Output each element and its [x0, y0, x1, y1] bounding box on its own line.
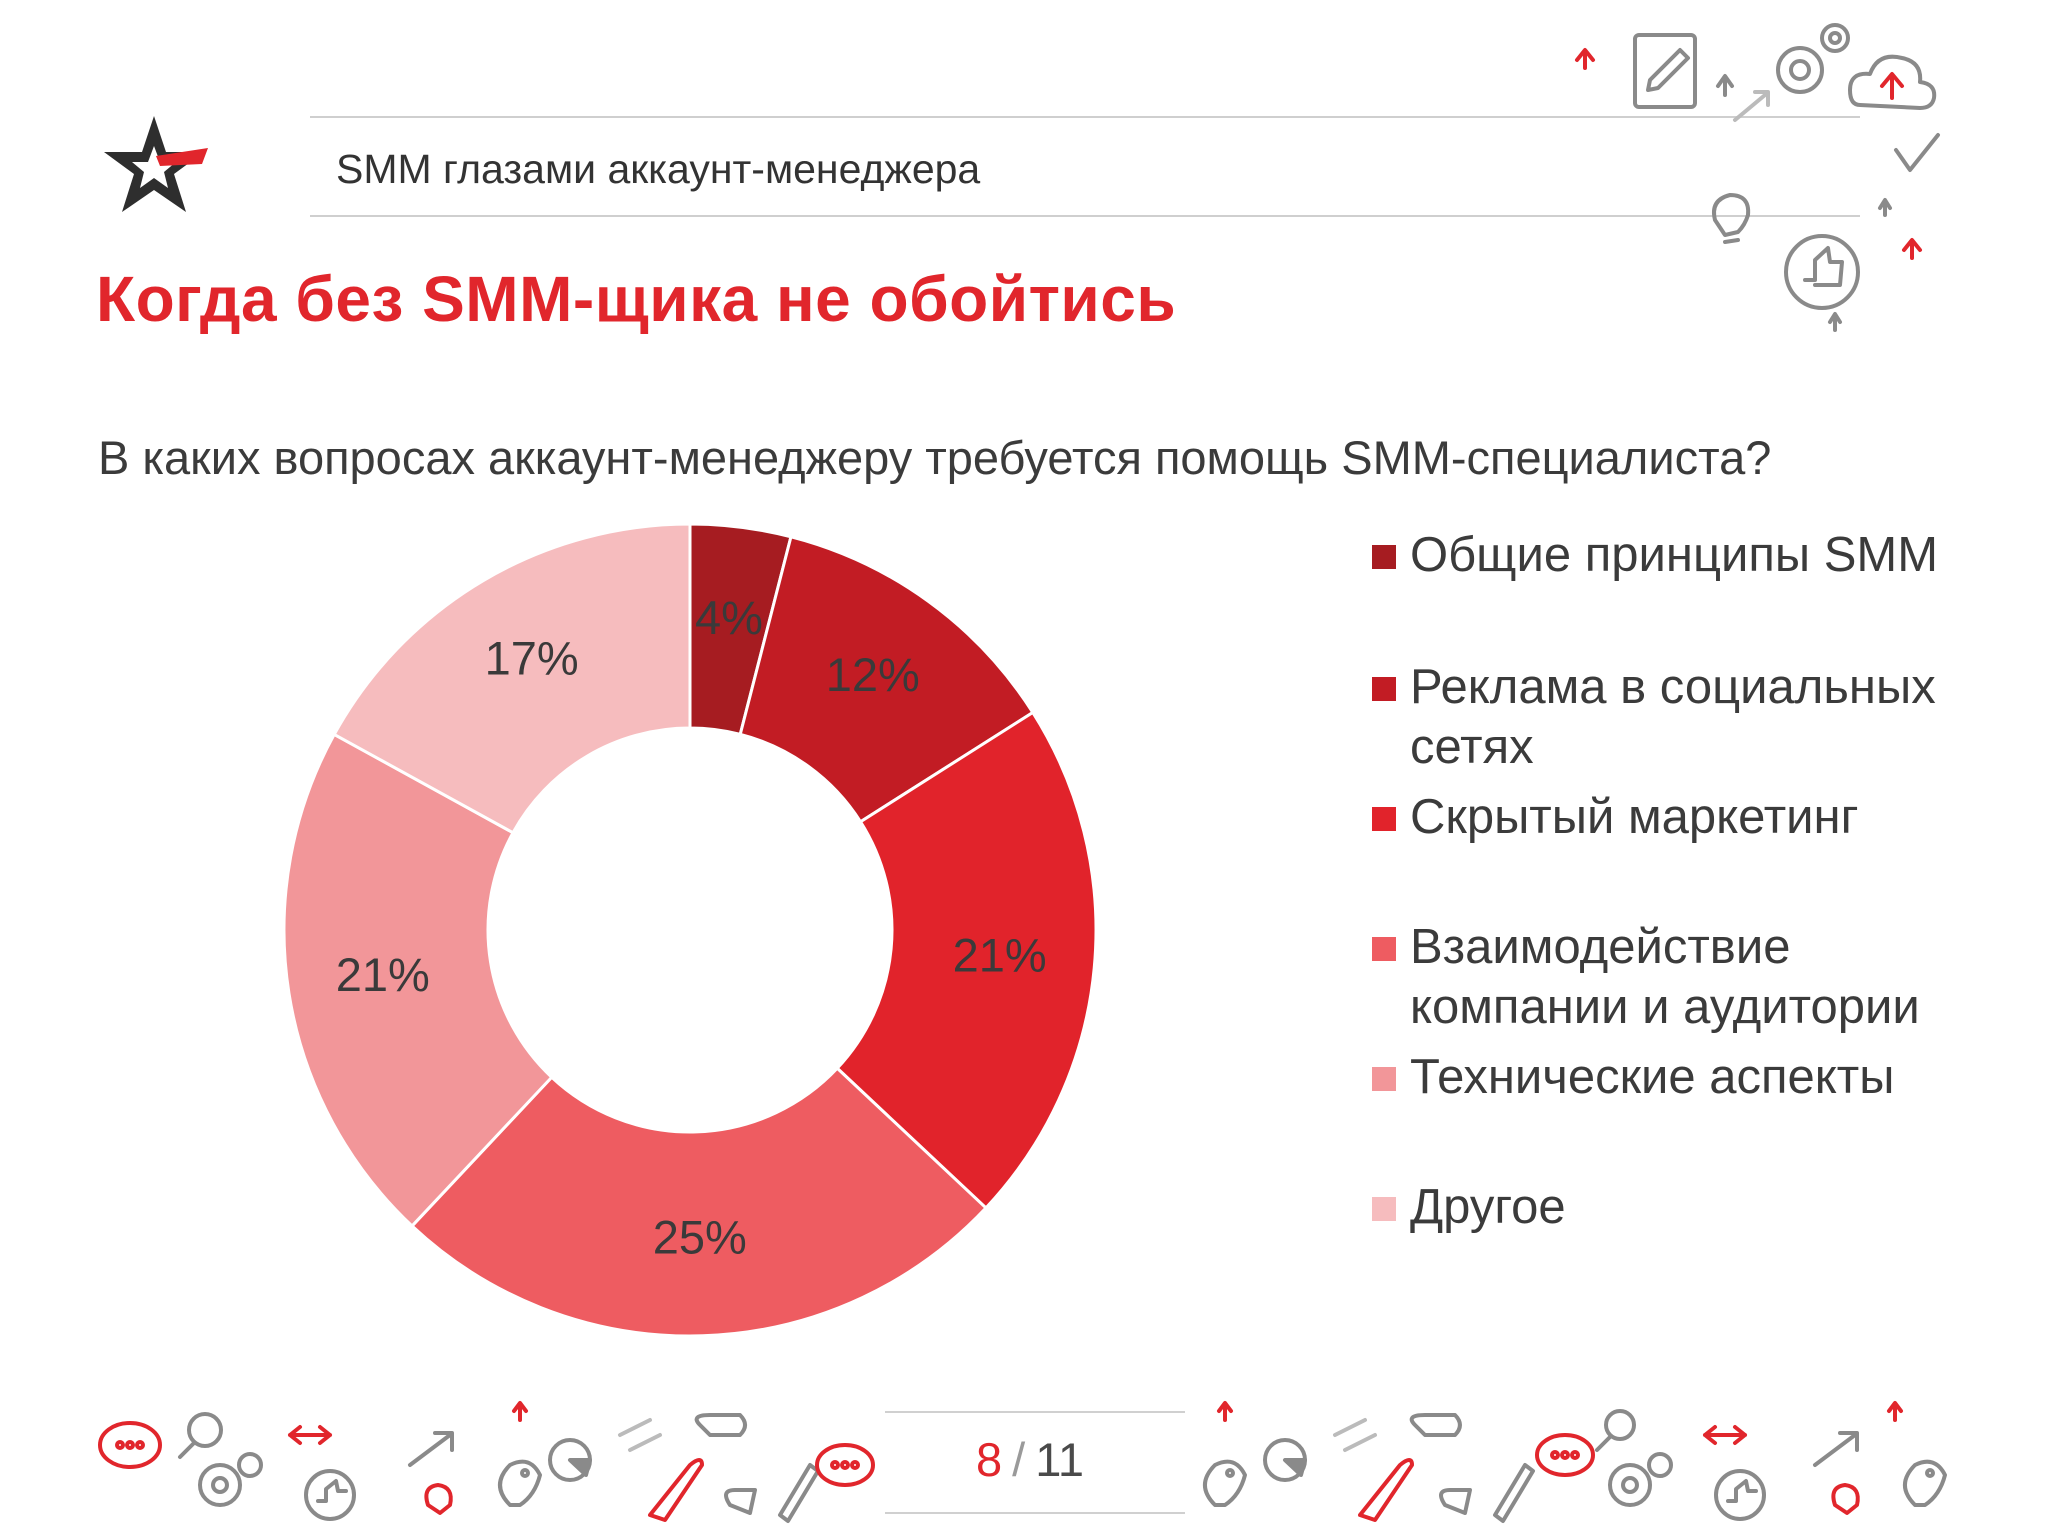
rocket-icon [648, 1458, 704, 1522]
legend-label: Скрытый маркетинг [1410, 787, 1859, 847]
legend-label-line: компании и аудитории [1410, 980, 1920, 1034]
data-label-5: 21% [336, 948, 430, 1001]
gears-icon [1776, 23, 1850, 94]
rocket-icon [1358, 1458, 1414, 1522]
legend-item-2: Реклама в социальных сетях [1372, 657, 1936, 777]
breadcrumb: SMM глазами аккаунт-менеджера [336, 146, 981, 192]
legend-label-line: Скрытый маркетинг [1410, 790, 1859, 844]
thumbs-up-icon [1784, 234, 1860, 310]
legend-item-6: Другое [1372, 1177, 1566, 1237]
checkmark-icon [1894, 133, 1940, 172]
legend-label-line: сетях [1410, 720, 1534, 774]
data-label-2: 12% [826, 648, 920, 701]
legend-swatch [1372, 807, 1396, 831]
legend-label-line: Реклама в социальных [1410, 660, 1936, 714]
legend-label-line: Общие принципы SMM [1410, 528, 1939, 582]
pager-rule-top [885, 1411, 1185, 1413]
legend-label-line: Взаимодействие [1410, 920, 1791, 974]
bird-icon [498, 1459, 542, 1507]
legend-item-5: Технические аспекты [1372, 1047, 1894, 1107]
doodle-strip-bottom-left [98, 1401, 875, 1523]
legend-swatch [1372, 1197, 1396, 1221]
legend-label: Технические аспекты [1410, 1047, 1894, 1107]
donut-slice-5 [282, 732, 554, 1229]
bird-icon [1203, 1459, 1247, 1507]
magnifier-icon [178, 1412, 223, 1459]
donut-slice-3 [835, 710, 1098, 1211]
chart-question: В каких вопросах аккаунт-менеджеру требу… [98, 431, 1772, 484]
donut-slice-2 [738, 534, 1035, 824]
legend-label-line: Другое [1410, 1180, 1566, 1234]
slide-pager: 8/11 [880, 1432, 1180, 1487]
pager-rule-bottom [885, 1512, 1185, 1514]
thumbs-up-icon [304, 1469, 356, 1521]
legend-label: Взаимодействие компании и аудитории [1410, 917, 1920, 1037]
legend-label: Другое [1410, 1177, 1566, 1237]
cloud-upload-icon [1848, 54, 1937, 110]
header-top-rule [310, 116, 1860, 118]
arrow-up-icon [1575, 48, 1922, 260]
gears-icon [1608, 1452, 1673, 1507]
data-label-3: 21% [953, 929, 1047, 982]
chat-bubble-icon [1535, 1433, 1595, 1477]
page-separator: / [1012, 1433, 1026, 1486]
data-label-4: 25% [653, 1210, 747, 1263]
data-label-6: 17% [485, 632, 579, 685]
donut-slice-6 [332, 522, 692, 835]
legend-item-1: Общие принципы SMM [1372, 525, 1938, 585]
bird-icon [1903, 1459, 1947, 1507]
legend-swatch [1372, 1067, 1396, 1091]
page-title: Когда без SMM-щика не обойтись [96, 263, 1177, 335]
legend-item-4: Взаимодействие компании и аудитории [1372, 917, 1920, 1037]
lightbulb-icon [1831, 1483, 1860, 1515]
lightbulb-icon [424, 1483, 453, 1515]
magnifier-icon [1595, 1409, 1636, 1452]
chat-bubble-icon [815, 1443, 875, 1487]
legend-swatch [1372, 545, 1396, 569]
legend-label: Общие принципы SMM [1410, 525, 1938, 585]
legend-swatch [1372, 937, 1396, 961]
total-pages: 11 [1035, 1433, 1084, 1486]
legend-label: Реклама в социальных сетях [1410, 657, 1936, 777]
legend-label-line: Технические аспекты [1410, 1050, 1895, 1104]
header-bottom-rule [310, 215, 1860, 217]
star-logo-icon [104, 116, 208, 212]
current-page: 8 [976, 1433, 1003, 1486]
data-label-1: 4% [695, 591, 763, 644]
legend-swatch [1372, 677, 1396, 701]
legend-item-3: Скрытый маркетинг [1372, 787, 1859, 847]
gears-icon [198, 1452, 263, 1507]
chat-bubble-icon [98, 1421, 162, 1469]
doodle-strip-bottom-right [1203, 1401, 1947, 1523]
lightbulb-icon [1712, 193, 1751, 244]
thumbs-up-icon [1714, 1469, 1766, 1521]
donut-slice-4 [409, 1066, 989, 1338]
pencil-document-icon [1633, 33, 1697, 109]
doodle-cluster-top-right [1575, 23, 1940, 332]
